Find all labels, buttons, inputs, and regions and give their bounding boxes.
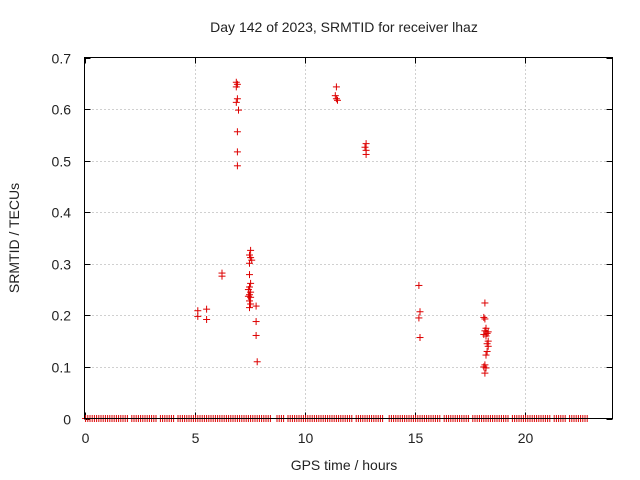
x-tick-label: 10 bbox=[298, 430, 314, 446]
data-point bbox=[481, 369, 489, 377]
data-point bbox=[415, 314, 423, 322]
y-tick-label: 0.6 bbox=[52, 102, 72, 118]
y-tick-label: 0.2 bbox=[52, 308, 72, 324]
y-tick-label: 0.7 bbox=[52, 51, 72, 67]
y-axis-label: SRMTID / TECUs bbox=[6, 183, 22, 293]
grid-lines bbox=[84, 57, 613, 419]
data-point bbox=[247, 300, 255, 308]
data-point bbox=[416, 334, 424, 342]
data-point bbox=[415, 281, 423, 289]
y-tick-label: 0.4 bbox=[52, 205, 72, 221]
data-point bbox=[252, 302, 260, 310]
data-point bbox=[416, 308, 424, 316]
x-axis-label: GPS time / hours bbox=[291, 457, 398, 473]
data-point bbox=[484, 342, 492, 350]
data-point bbox=[332, 95, 340, 103]
data-point bbox=[362, 150, 370, 158]
data-point bbox=[484, 328, 492, 336]
data-point bbox=[252, 318, 260, 326]
axis-ticks bbox=[84, 57, 613, 420]
data-point bbox=[246, 271, 253, 279]
data-point bbox=[247, 293, 255, 301]
data-point bbox=[246, 259, 253, 267]
data-point bbox=[247, 246, 255, 254]
data-point bbox=[232, 83, 240, 91]
data-point bbox=[246, 304, 253, 312]
x-tick-label: 20 bbox=[518, 430, 534, 446]
data-point bbox=[362, 140, 370, 148]
data-point bbox=[233, 95, 241, 103]
data-point bbox=[483, 347, 491, 355]
data-point bbox=[247, 279, 255, 287]
data-point bbox=[361, 143, 369, 151]
data-point bbox=[482, 332, 490, 340]
data-point bbox=[481, 299, 489, 307]
plot-frame bbox=[84, 57, 613, 419]
data-point bbox=[203, 305, 211, 313]
data-point bbox=[233, 128, 241, 136]
data-point bbox=[331, 92, 339, 100]
x-tick-label: 5 bbox=[192, 430, 200, 446]
data-point bbox=[232, 98, 240, 106]
data-point bbox=[334, 96, 341, 104]
y-tick-labels: 0 0.1 0.2 0.3 0.4 0.5 0.6 0.7 bbox=[52, 51, 72, 428]
data-point bbox=[480, 313, 488, 321]
y-tick-label: 0 bbox=[63, 412, 71, 428]
chart-title: Day 142 of 2023, SRMTID for receiver lha… bbox=[210, 19, 478, 35]
data-point bbox=[481, 315, 489, 323]
y-tick-label: 0.5 bbox=[52, 154, 72, 170]
data-point bbox=[218, 272, 226, 280]
data-point bbox=[233, 148, 241, 156]
x-tick-label: 15 bbox=[408, 430, 424, 446]
data-point bbox=[482, 351, 490, 359]
data-point bbox=[246, 297, 253, 305]
y-tick-label: 0.1 bbox=[52, 360, 72, 376]
data-point bbox=[482, 364, 490, 372]
data-points bbox=[82, 78, 591, 422]
data-point bbox=[203, 315, 211, 323]
data-point bbox=[252, 331, 260, 339]
data-point bbox=[253, 358, 261, 366]
data-point bbox=[235, 106, 242, 114]
data-point bbox=[194, 312, 202, 320]
x-tick-label: 0 bbox=[82, 430, 90, 446]
data-point bbox=[233, 162, 241, 170]
y-tick-label: 0.3 bbox=[52, 257, 72, 273]
data-point bbox=[332, 83, 340, 91]
x-tick-labels: 0 5 10 15 20 bbox=[82, 430, 534, 446]
